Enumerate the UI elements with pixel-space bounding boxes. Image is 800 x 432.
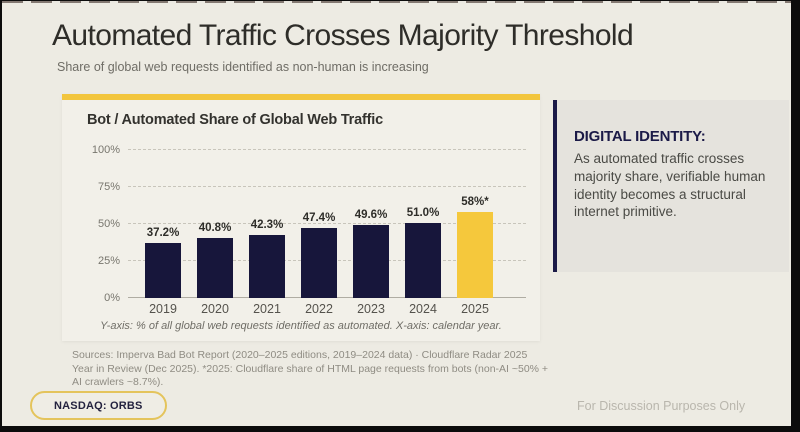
y-tick-label: 50%	[97, 218, 120, 230]
y-tick-label: 75%	[97, 181, 120, 193]
bar-value-label: 47.4%	[302, 211, 336, 224]
chart-axis-caption: Y-axis: % of all global web requests ide…	[100, 320, 502, 332]
insight-panel: DIGITAL IDENTITY: As automated traffic c…	[553, 100, 789, 272]
y-tick-label: 100%	[91, 144, 120, 156]
bar-2021	[249, 235, 285, 298]
x-tick-label-2021: 2021	[253, 302, 281, 316]
plot-area: 0% 25% 50% 75% 100% 37.2% 40.8% 42.3% 47.4% 49.6%…	[92, 144, 526, 304]
bar-value-label: 40.8%	[198, 221, 232, 234]
insight-heading: DIGITAL IDENTITY:	[574, 128, 706, 145]
bar-2020	[197, 237, 233, 298]
top-progress-dashes	[2, 1, 791, 3]
bar-group-2021: 42.3%	[249, 219, 285, 298]
gridline-75%: 75%	[98, 181, 526, 193]
card-accent-bar	[62, 94, 540, 100]
bar-value-label: 42.3%	[250, 219, 284, 232]
bar-group-2020: 40.8%	[197, 222, 233, 298]
chart-title: Bot / Automated Share of Global Web Traf…	[87, 112, 383, 128]
bar-group-2025: 58%*	[457, 196, 493, 298]
page-subtitle: Share of global web requests identified …	[57, 60, 429, 74]
x-tick-label-2024: 2024	[409, 302, 437, 316]
bars-container: 37.2% 40.8% 42.3% 47.4% 49.6% 51.0% 58%*	[145, 150, 493, 298]
bar-group-2024: 51.0%	[405, 207, 441, 298]
bar-group-2019: 37.2%	[145, 227, 181, 298]
ticker-badge: NASDAQ: ORBS	[30, 391, 167, 420]
chart-card: Bot / Automated Share of Global Web Traf…	[62, 94, 540, 341]
bar-group-2022: 47.4%	[301, 212, 337, 298]
bar-2022	[301, 227, 337, 298]
gridline-100%: 100%	[92, 144, 526, 156]
sources-note: Sources: Imperva Bad Bot Report (2020–20…	[72, 349, 549, 389]
disclaimer-text: For Discussion Purposes Only	[577, 399, 746, 413]
page-title: Automated Traffic Crosses Majority Thres…	[52, 19, 634, 52]
insight-body: As automated traffic crosses majority sh…	[574, 151, 766, 220]
bar-2025	[457, 212, 493, 298]
bar-value-label: 51.0%	[406, 206, 440, 219]
x-tick-label-2022: 2022	[305, 302, 333, 316]
slide-background: Automated Traffic Crosses Majority Thres…	[2, 1, 791, 426]
x-tick-label-2025: 2025	[461, 302, 489, 316]
x-axis-labels: 2019 2020 2021 2022 2023 2024 2025	[145, 302, 493, 316]
bar-2019	[145, 242, 181, 298]
x-tick-label-2019: 2019	[149, 302, 177, 316]
bar-value-label: 58%*	[461, 196, 489, 209]
gridline-50%: 50%	[98, 218, 526, 230]
bar-2023	[353, 224, 389, 298]
x-tick-label-2023: 2023	[357, 302, 385, 316]
y-tick-label: 0%	[104, 292, 120, 304]
bar-2024	[405, 222, 441, 298]
x-tick-label-2020: 2020	[201, 302, 229, 316]
bar-group-2023: 49.6%	[353, 209, 389, 298]
y-tick-label: 25%	[97, 255, 120, 267]
bar-value-label: 49.6%	[354, 208, 388, 221]
bar-value-label: 37.2%	[146, 226, 180, 239]
